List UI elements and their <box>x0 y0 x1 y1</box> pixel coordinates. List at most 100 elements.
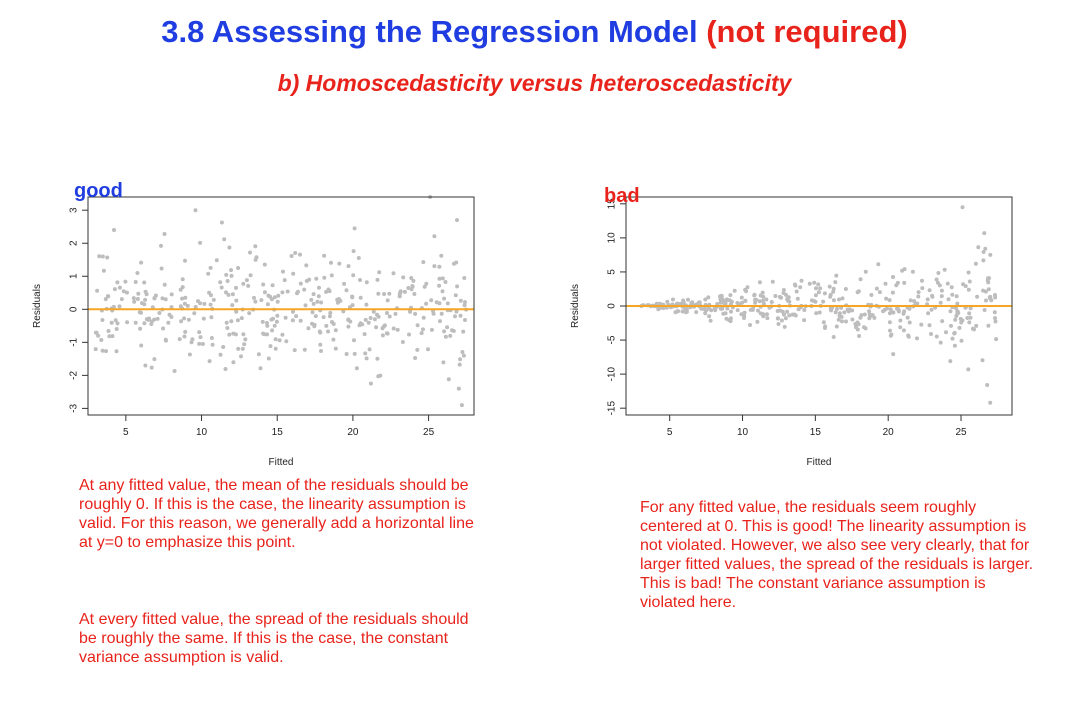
data-point <box>742 316 746 320</box>
data-point <box>290 318 295 323</box>
data-point <box>671 297 675 302</box>
data-point <box>407 332 411 337</box>
data-point <box>955 311 960 316</box>
data-point <box>319 300 324 305</box>
data-point <box>291 309 295 314</box>
data-point <box>703 297 708 302</box>
data-point <box>794 289 799 294</box>
data-point <box>857 334 862 338</box>
data-point <box>315 299 320 304</box>
data-point <box>114 349 119 354</box>
data-point <box>382 323 387 328</box>
data-point <box>439 311 444 316</box>
data-point <box>954 294 959 299</box>
x-tick-label: 5 <box>667 427 673 438</box>
data-point <box>960 318 965 323</box>
data-point <box>201 316 206 321</box>
data-point <box>795 296 800 301</box>
data-point <box>227 245 232 250</box>
data-point <box>103 297 108 302</box>
data-point <box>135 297 140 301</box>
data-point <box>319 349 323 353</box>
data-point <box>780 309 785 314</box>
data-point <box>438 319 442 324</box>
data-point <box>121 289 126 294</box>
data-point <box>291 271 296 276</box>
data-point <box>442 296 447 301</box>
data-point <box>143 297 148 302</box>
data-point <box>208 302 213 307</box>
data-point <box>870 313 875 318</box>
data-point <box>458 357 463 362</box>
data-point <box>915 301 920 306</box>
data-point <box>792 282 797 287</box>
data-point <box>387 291 392 296</box>
data-point <box>115 280 120 285</box>
data-point <box>949 285 954 290</box>
data-point <box>214 258 219 263</box>
data-point <box>296 289 300 294</box>
data-point <box>443 334 448 339</box>
data-point <box>109 320 114 325</box>
data-point <box>224 272 229 277</box>
data-point <box>253 299 258 304</box>
data-point <box>725 306 730 311</box>
data-point <box>209 315 214 320</box>
data-point <box>276 293 281 298</box>
data-point <box>905 315 910 320</box>
data-point <box>144 317 149 322</box>
data-point <box>676 309 681 314</box>
data-point <box>463 318 467 322</box>
data-point <box>197 341 202 346</box>
data-point <box>681 298 686 303</box>
data-point <box>910 269 915 274</box>
data-point <box>952 343 957 348</box>
data-point <box>318 342 323 347</box>
data-point <box>159 266 164 271</box>
data-point <box>344 352 349 356</box>
data-point <box>719 293 724 298</box>
data-point <box>458 313 463 318</box>
data-point <box>908 298 913 303</box>
data-point <box>802 318 807 323</box>
data-point <box>248 250 252 255</box>
x-axis-label: Fitted <box>268 457 293 468</box>
data-point <box>329 273 334 278</box>
data-point <box>843 287 848 291</box>
data-point <box>125 320 130 325</box>
data-point <box>149 365 154 370</box>
data-point <box>209 336 214 340</box>
data-point <box>143 363 148 368</box>
data-point <box>179 319 184 324</box>
data-point <box>894 283 899 288</box>
data-point <box>993 319 998 324</box>
data-point <box>335 300 340 305</box>
data-point <box>986 287 991 292</box>
data-point <box>180 277 185 282</box>
data-point <box>950 292 955 297</box>
x-tick-label: 10 <box>196 427 208 438</box>
data-point <box>426 347 430 352</box>
data-point <box>96 333 101 338</box>
data-point <box>164 338 168 343</box>
data-point <box>382 292 387 296</box>
data-point <box>358 278 362 282</box>
data-point <box>761 314 766 319</box>
data-point <box>735 301 740 305</box>
data-point <box>973 261 978 266</box>
data-point <box>915 336 919 341</box>
data-point <box>764 297 769 302</box>
data-point <box>760 298 765 303</box>
data-point <box>273 337 278 342</box>
data-point <box>410 284 415 289</box>
x-axis: 5 10 15 20 25 <box>667 415 967 438</box>
x-tick-label: 20 <box>347 427 359 438</box>
data-point <box>242 342 247 347</box>
data-point <box>302 287 307 292</box>
data-point <box>310 310 315 315</box>
data-point <box>840 296 845 301</box>
data-point <box>982 308 987 312</box>
data-point <box>241 281 246 286</box>
data-point <box>327 289 332 294</box>
data-point <box>157 311 162 315</box>
